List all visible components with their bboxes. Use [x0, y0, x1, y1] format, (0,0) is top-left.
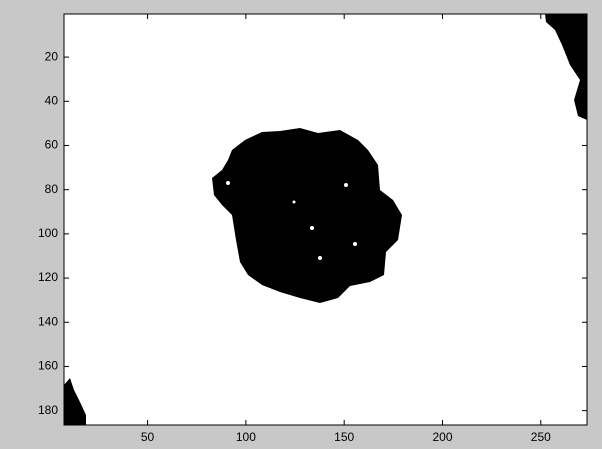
y-tick-label: 140	[38, 314, 58, 328]
y-tick-label: 20	[45, 49, 59, 63]
x-tick-label: 50	[141, 430, 155, 444]
page: 5010015020025020406080100120140160180 ((…	[0, 0, 602, 449]
y-tick-label: 60	[45, 138, 59, 152]
y-tick-label: 120	[38, 270, 58, 284]
y-tick-label: 160	[38, 359, 58, 373]
x-tick-label: 250	[531, 430, 551, 444]
y-tick-label: 100	[38, 226, 58, 240]
chart: 50 100 150 200 250 20 40 60 80 100 120 140 160 180	[0, 0, 602, 449]
y-tick-label: 180	[38, 403, 58, 417]
x-tick-label: 100	[236, 430, 256, 444]
x-tick-label: 150	[334, 430, 354, 444]
y-tick-label: 40	[45, 93, 59, 107]
x-tick-label: 200	[432, 430, 452, 444]
y-tick-label: 80	[45, 182, 59, 196]
